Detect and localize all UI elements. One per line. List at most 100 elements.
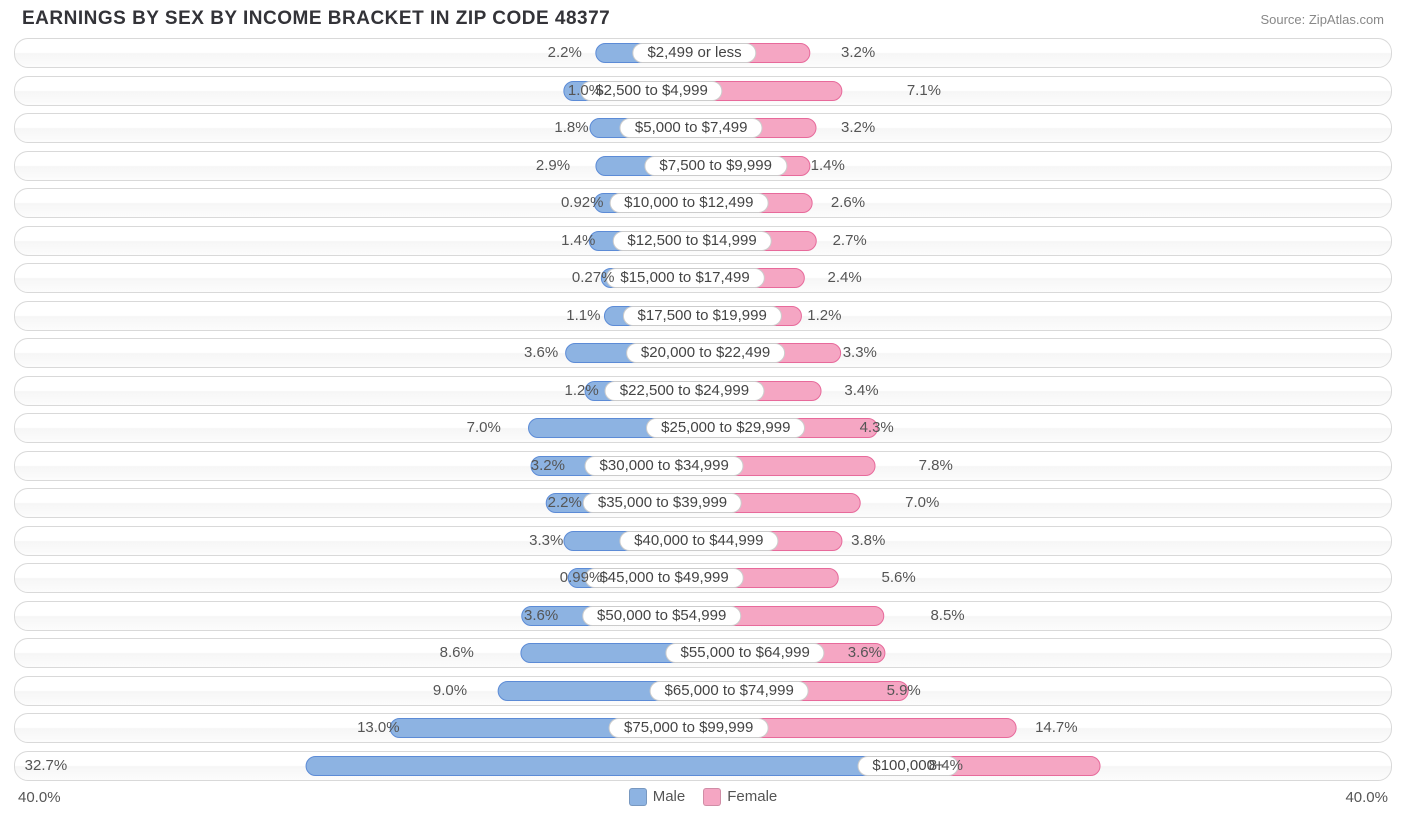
female-value-label: 3.8% [851,527,885,555]
male-value-label: 0.27% [572,264,615,292]
row-bars: $2,500 to $4,999 [563,81,842,101]
female-value-label: 7.0% [905,489,939,517]
female-bar [758,718,1016,738]
row-bars: $5,000 to $7,499 [590,118,817,138]
chart-row: $50,000 to $54,999 3.6% 8.5% [14,601,1392,631]
female-value-label: 2.7% [833,227,867,255]
female-value-label: 4.3% [860,414,894,442]
row-bars: $100,000+ [306,756,1101,776]
male-bar [306,756,868,776]
female-value-label: 3.2% [841,114,875,142]
chart-footer: 40.0% Male Female 40.0% [0,788,1406,816]
chart-row: $30,000 to $34,9993.2%7.8% [14,451,1392,481]
male-value-label: 13.0% [357,714,400,742]
butterfly-chart: $2,499 or less2.2%3.2%$2,500 to $4,9991.… [0,32,1406,781]
female-value-label: 3.3% [843,339,877,367]
female-value-label: 5.9% [887,677,921,705]
row-bars: $75,000 to $99,999 [390,718,1017,738]
chart-row: $2,500 to $4,9991.0% 7.1% [14,76,1392,106]
male-value-label: 1.0% [568,77,602,105]
male-value-label: 3.6% [524,339,558,367]
female-value-label: 3.6% [848,639,882,667]
row-bars: $10,000 to $12,499 [594,193,813,213]
chart-row: $12,500 to $14,9991.4%2.7% [14,226,1392,256]
chart-source: Source: ZipAtlas.com [1260,12,1384,27]
chart-row: $45,000 to $49,9990.99% 5.6% [14,563,1392,593]
male-value-label: 0.99% [560,564,603,592]
axis-max-left: 40.0% [18,789,61,806]
female-value-label: 8.4% [929,752,963,780]
female-value-label: 3.2% [841,39,875,67]
chart-row: $40,000 to $44,999 3.3% 3.8% [14,526,1392,556]
chart-row: $10,000 to $12,4990.92% 2.6% [14,188,1392,218]
male-value-label: 7.0% [467,414,501,442]
chart-row: $17,500 to $19,9991.1%1.2% [14,301,1392,331]
category-label: $25,000 to $29,999 [646,418,805,438]
category-label: $50,000 to $54,999 [582,606,741,626]
male-value-label: 2.2% [548,39,582,67]
male-value-label: 3.2% [531,452,565,480]
male-value-label: 32.7% [25,752,68,780]
category-label: $35,000 to $39,999 [583,493,742,513]
female-value-label: 8.5% [930,602,964,630]
female-value-label: 2.6% [831,189,865,217]
row-bars: $7,500 to $9,999 [595,156,810,176]
chart-row: $2,499 or less 2.2% 3.2% [14,38,1392,68]
row-bars: $22,500 to $24,999 [585,381,822,401]
axis-max-right: 40.0% [1345,789,1388,806]
female-value-label: 3.4% [844,377,878,405]
chart-row: $65,000 to $74,999 9.0% 5.9% [14,676,1392,706]
legend-female: Female [703,788,777,806]
male-bar [498,681,660,701]
row-bars: $65,000 to $74,999 [498,681,909,701]
chart-row: $55,000 to $64,999 8.6% 3.6% [14,638,1392,668]
female-bar [768,531,842,551]
female-bar [732,493,860,513]
category-label: $75,000 to $99,999 [609,718,768,738]
category-label: $20,000 to $22,499 [626,343,785,363]
legend-male: Male [629,788,686,806]
category-label: $12,500 to $14,999 [612,231,771,251]
female-value-label: 5.6% [882,564,916,592]
male-value-label: 3.3% [529,527,563,555]
female-value-label: 14.7% [1035,714,1078,742]
chart-row: $100,000+ 32.7% 8.4% [14,751,1392,781]
category-label: $7,500 to $9,999 [644,156,787,176]
female-bar [949,756,1101,776]
chart-row: $5,000 to $7,4991.8%3.2% [14,113,1392,143]
female-bar [754,381,821,401]
male-swatch-icon [629,788,647,806]
row-bars: $30,000 to $34,999 [531,456,876,476]
female-value-label: 2.4% [828,264,862,292]
chart-row: $75,000 to $99,999 13.0% 14.7% [14,713,1392,743]
row-bars: $20,000 to $22,499 [565,343,841,363]
chart-row: $7,500 to $9,999 2.9% 1.4% [14,151,1392,181]
chart-row: $15,000 to $17,4990.27% 2.4% [14,263,1392,293]
category-label: $2,499 or less [632,43,756,63]
male-value-label: 8.6% [440,639,474,667]
category-label: $5,000 to $7,499 [620,118,763,138]
chart-row: $35,000 to $39,9992.2%7.0% [14,488,1392,518]
male-value-label: 9.0% [433,677,467,705]
category-label: $15,000 to $17,499 [605,268,764,288]
row-bars: $55,000 to $64,999 [520,643,885,663]
category-label: $22,500 to $24,999 [605,381,764,401]
row-bars: $35,000 to $39,999 [546,493,861,513]
category-label: $65,000 to $74,999 [650,681,809,701]
category-label: $40,000 to $44,999 [619,531,778,551]
female-value-label: 1.2% [807,302,841,330]
category-label: $45,000 to $49,999 [584,568,743,588]
category-label: $17,500 to $19,999 [623,306,782,326]
female-value-label: 7.1% [907,77,941,105]
category-label: $30,000 to $34,999 [585,456,744,476]
male-value-label: 1.2% [565,377,599,405]
row-bars: $40,000 to $44,999 [563,531,842,551]
row-bars: $12,500 to $14,999 [589,231,817,251]
male-value-label: 2.9% [536,152,570,180]
row-bars: $15,000 to $17,499 [601,268,805,288]
female-value-label: 1.4% [811,152,845,180]
female-bar [734,568,839,588]
male-value-label: 3.6% [524,602,558,630]
male-value-label: 0.92% [561,189,604,217]
chart-row: $25,000 to $29,999 7.0% 4.3% [14,413,1392,443]
